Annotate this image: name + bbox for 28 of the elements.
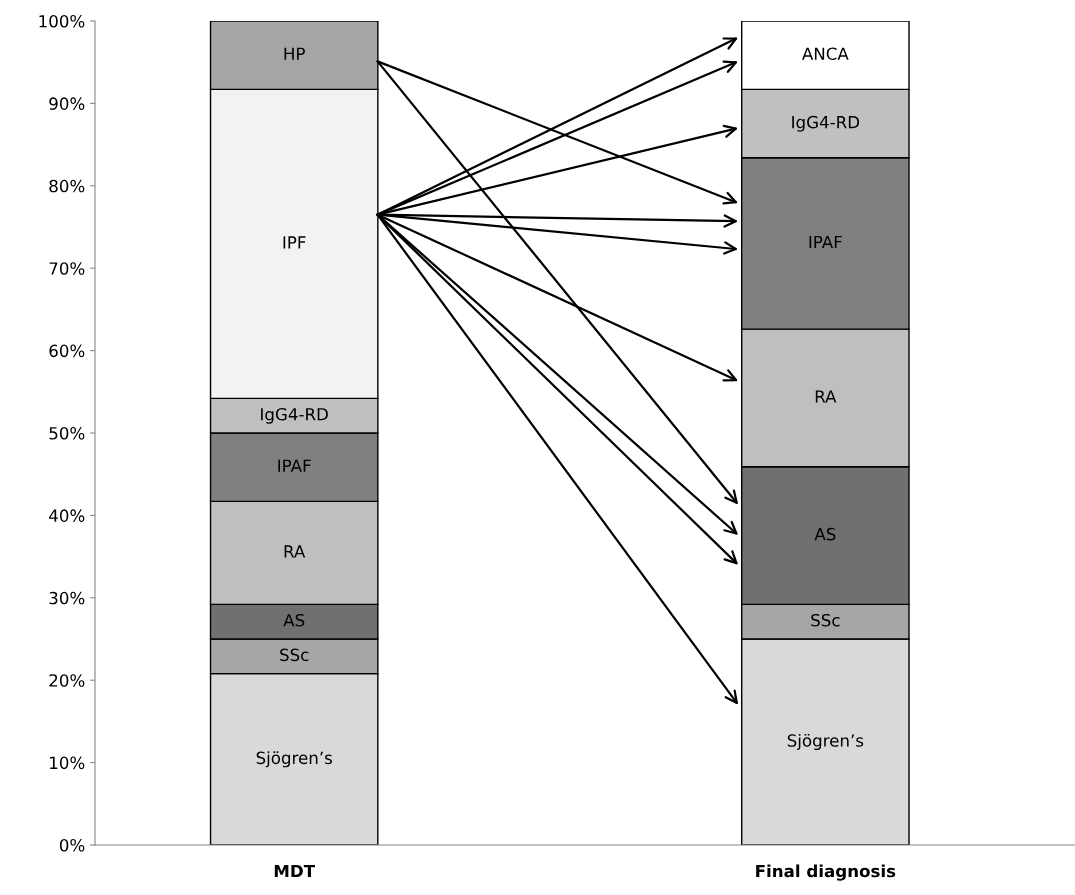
series-label: IPAF bbox=[278, 459, 311, 472]
text: RA bbox=[815, 390, 837, 403]
series-label: IPF bbox=[283, 236, 306, 249]
series-label: IgG4-RD bbox=[261, 407, 328, 424]
y-tick-label: 60% bbox=[49, 344, 85, 358]
y-tick-label: 50% bbox=[49, 426, 85, 440]
x-tick-label: MDT bbox=[274, 864, 315, 878]
series-label: HP bbox=[284, 47, 305, 60]
text: Sjögren’s bbox=[256, 751, 332, 768]
y-tick-label: 100% bbox=[39, 14, 85, 28]
x-tick-label: Final diagnosis bbox=[756, 864, 896, 881]
y-tick-label: 70% bbox=[49, 262, 85, 275]
series-label: SSc bbox=[280, 648, 309, 662]
y-tick-label: 10% bbox=[50, 756, 85, 770]
series-label: AS bbox=[283, 613, 305, 627]
text: IPAF bbox=[809, 235, 842, 249]
y-tick-label: 0% bbox=[59, 838, 85, 852]
y-tick-label: 80% bbox=[49, 179, 85, 193]
y-tick-label: 30% bbox=[49, 591, 85, 605]
text: SSc bbox=[811, 613, 840, 627]
y-tick-label: 20% bbox=[49, 674, 85, 687]
text: IgG4-RD bbox=[792, 115, 860, 132]
series-label: RA bbox=[284, 545, 306, 558]
series-label: Sjögren’s bbox=[787, 733, 864, 751]
y-tick-label: 90% bbox=[49, 97, 85, 110]
series-label: ANCA bbox=[802, 47, 849, 61]
y-tick-label: 40% bbox=[49, 509, 85, 522]
text: AS bbox=[814, 527, 836, 541]
